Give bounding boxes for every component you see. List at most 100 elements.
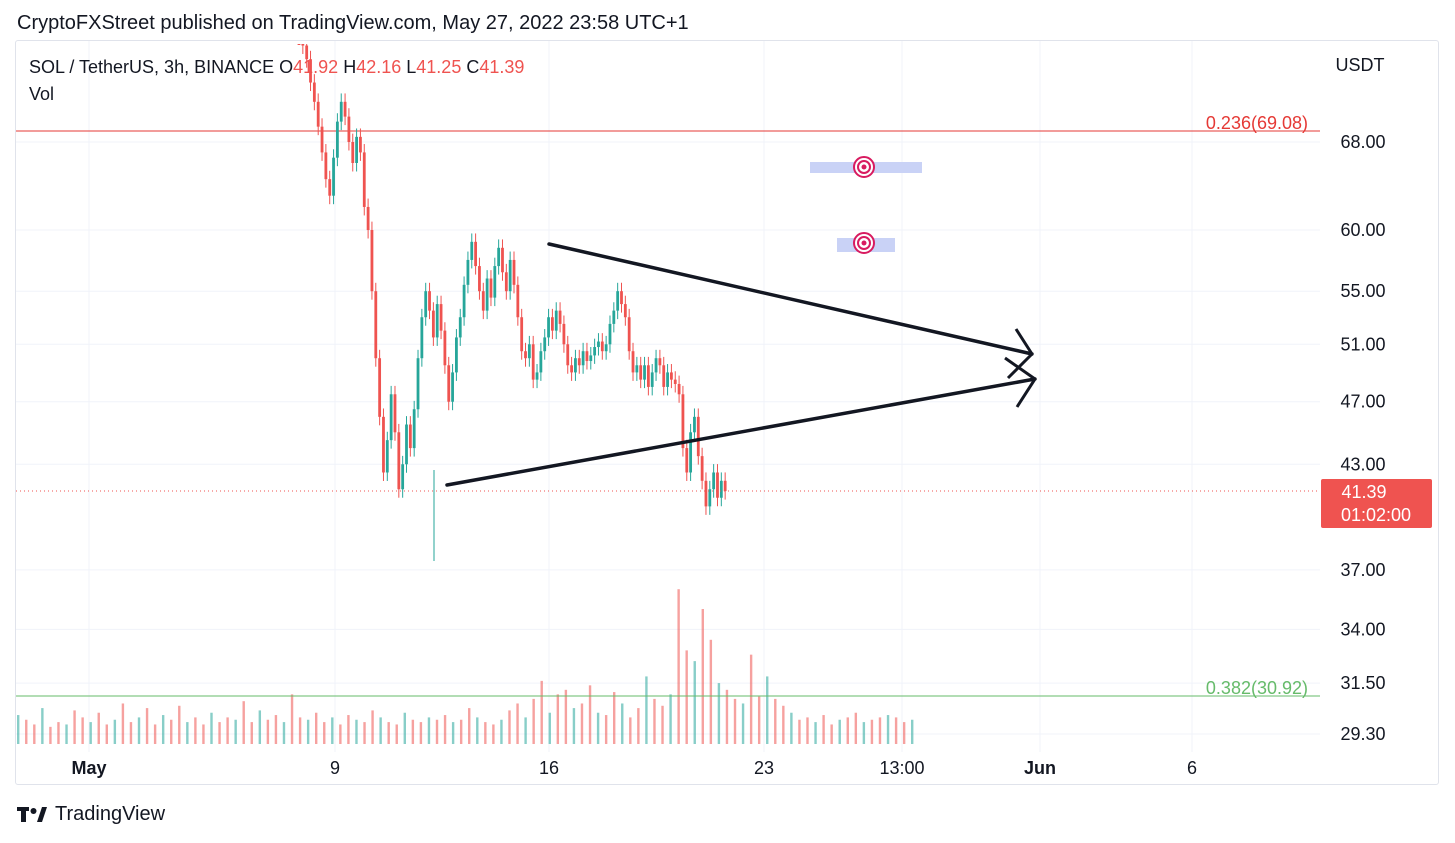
candle-body[interactable] [378, 358, 382, 417]
candle-body[interactable] [566, 344, 570, 366]
candle-body[interactable] [489, 278, 493, 298]
candle-body[interactable] [412, 409, 416, 449]
candle-body[interactable] [501, 247, 504, 273]
candle-body[interactable] [658, 358, 662, 366]
candle-body[interactable] [470, 241, 474, 260]
candle-body[interactable] [547, 317, 550, 338]
candle-body[interactable] [458, 317, 462, 338]
candle-body[interactable] [504, 272, 508, 292]
candle-body[interactable] [462, 284, 466, 318]
candle-body[interactable] [593, 347, 597, 356]
candle-body[interactable] [382, 416, 385, 473]
candle-body[interactable] [516, 284, 520, 318]
candle-body[interactable] [696, 416, 700, 457]
candle-body[interactable] [666, 372, 669, 387]
candle-body[interactable] [597, 341, 600, 348]
candle-body[interactable] [324, 152, 328, 180]
candle-body[interactable] [343, 101, 347, 117]
candle-body[interactable] [585, 351, 589, 362]
candle-body[interactable] [366, 206, 370, 231]
candle-body[interactable] [297, 44, 301, 45]
candle-body[interactable] [312, 82, 316, 102]
candle-body[interactable] [623, 304, 627, 318]
candle-body[interactable] [485, 278, 489, 311]
candle-body[interactable] [389, 394, 393, 441]
candle-body[interactable] [620, 291, 623, 305]
ascending-trendline[interactable] [445, 377, 1037, 487]
candle-body[interactable] [708, 489, 712, 507]
candle-body[interactable] [654, 358, 658, 373]
candle-body[interactable] [355, 136, 358, 163]
candle-body[interactable] [359, 136, 362, 153]
candle-body[interactable] [712, 472, 716, 490]
candle-body[interactable] [685, 448, 689, 473]
candle-body[interactable] [600, 341, 604, 352]
candle-body[interactable] [524, 351, 527, 359]
candle-body[interactable] [481, 291, 485, 311]
candle-body[interactable] [527, 344, 531, 359]
candle-body[interactable] [335, 121, 339, 158]
candle-body[interactable] [535, 372, 539, 380]
candle-body[interactable] [639, 365, 643, 380]
candle-body[interactable] [401, 464, 405, 490]
candle-body[interactable] [309, 59, 312, 83]
tradingview-logo[interactable]: TradingView [17, 803, 165, 826]
candle-body[interactable] [347, 116, 351, 142]
candle-body[interactable] [443, 330, 447, 366]
candle-body[interactable] [704, 480, 708, 507]
candle-body[interactable] [577, 358, 581, 366]
candle-body[interactable] [673, 379, 677, 384]
candle-body[interactable] [328, 179, 332, 196]
candle-body[interactable] [543, 337, 547, 352]
candle-body[interactable] [662, 365, 666, 387]
candle-body[interactable] [351, 142, 355, 163]
candle-body[interactable] [554, 310, 558, 331]
candle-body[interactable] [612, 310, 616, 324]
candle-body[interactable] [405, 424, 408, 465]
candle-body[interactable] [428, 291, 431, 311]
candle-body[interactable] [723, 480, 727, 492]
candle-body[interactable] [431, 310, 435, 338]
candle-body[interactable] [550, 317, 554, 331]
candle-body[interactable] [424, 291, 428, 318]
candle-body[interactable] [374, 291, 378, 359]
candle-body[interactable] [497, 247, 501, 267]
candle-body[interactable] [531, 344, 535, 380]
candle-body[interactable] [670, 372, 673, 380]
candle-body[interactable] [635, 365, 639, 373]
candle-body[interactable] [416, 358, 420, 410]
candle-body[interactable] [301, 44, 305, 46]
candle-body[interactable] [581, 351, 585, 366]
candle-body[interactable] [362, 152, 366, 207]
candle-body[interactable] [339, 101, 343, 122]
candle-body[interactable] [320, 126, 324, 153]
candle-body[interactable] [616, 291, 620, 311]
candle-body[interactable] [558, 310, 562, 324]
candle-body[interactable] [447, 365, 451, 402]
candle-body[interactable] [305, 45, 309, 60]
candle-body[interactable] [627, 317, 631, 352]
candle-body[interactable] [316, 101, 320, 127]
candle-body[interactable] [474, 241, 478, 267]
candle-body[interactable] [693, 416, 696, 433]
candle-body[interactable] [370, 230, 374, 292]
candle-body[interactable] [455, 337, 458, 373]
candle-body[interactable] [570, 365, 573, 373]
candle-body[interactable] [397, 432, 401, 490]
candle-body[interactable] [608, 323, 612, 345]
candle-body[interactable] [478, 266, 481, 292]
candle-body[interactable] [681, 394, 685, 449]
candle-body[interactable] [493, 266, 497, 298]
candle-body[interactable] [677, 383, 681, 395]
candle-body[interactable] [439, 304, 443, 331]
candle-body[interactable] [512, 259, 516, 285]
candle-body[interactable] [451, 372, 454, 402]
candle-body[interactable] [700, 456, 704, 481]
candle-body[interactable] [646, 365, 650, 387]
descending-trendline[interactable] [547, 242, 1034, 356]
candle-body[interactable] [719, 480, 723, 498]
candle-body[interactable] [508, 259, 512, 292]
candle-body[interactable] [604, 344, 608, 352]
candle-body[interactable] [539, 351, 543, 373]
